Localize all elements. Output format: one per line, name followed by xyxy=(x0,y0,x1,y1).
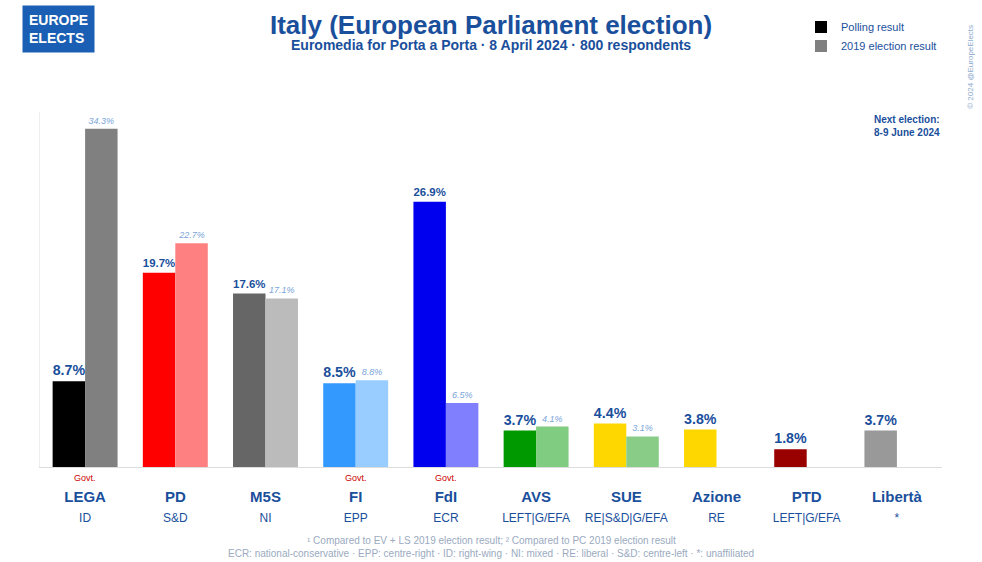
svg-text:Next election:8-9 June 2024: Next election:8-9 June 2024 xyxy=(874,114,940,138)
svg-text:8.8%: 8.8% xyxy=(362,367,383,377)
svg-text:Govt.: Govt. xyxy=(435,473,457,483)
svg-text:© 2024 @EuropeElects: © 2024 @EuropeElects xyxy=(966,25,975,109)
svg-text:PDS&D: PDS&D xyxy=(163,488,188,525)
svg-text:2019 election result: 2019 election result xyxy=(841,40,936,52)
svg-text:1.8%: 1.8% xyxy=(774,430,807,446)
svg-text:Italy (European Parliament ele: Italy (European Parliament election) xyxy=(270,10,712,40)
svg-text:4.1%: 4.1% xyxy=(542,414,563,424)
svg-text:Libertà*: Libertà* xyxy=(872,488,923,525)
svg-text:SUERE|S&D|G/EFA: SUERE|S&D|G/EFA xyxy=(585,488,668,525)
svg-text:22.7%: 22.7% xyxy=(178,230,205,240)
svg-text:Euromedia for Porta a Porta ·: Euromedia for Porta a Porta · 8 April 20… xyxy=(291,37,691,53)
svg-text:34.3%: 34.3% xyxy=(89,116,115,126)
svg-text:FIEPP: FIEPP xyxy=(344,488,368,525)
svg-text:19.7%: 19.7% xyxy=(143,257,175,269)
svg-text:17.1%: 17.1% xyxy=(269,285,295,295)
svg-text:FdIECR: FdIECR xyxy=(433,488,459,525)
svg-text:3.1%: 3.1% xyxy=(632,423,653,433)
svg-text:4.4%: 4.4% xyxy=(594,405,627,421)
svg-text:17.6%: 17.6% xyxy=(233,278,265,290)
svg-text:EUROPEELECTS: EUROPEELECTS xyxy=(29,12,88,46)
svg-text:AVSLEFT|G/EFA: AVSLEFT|G/EFA xyxy=(502,488,570,525)
svg-text:Govt.: Govt. xyxy=(345,473,367,483)
svg-text:Polling result: Polling result xyxy=(841,21,904,33)
svg-text:3.7%: 3.7% xyxy=(864,412,897,428)
svg-text:8.5%: 8.5% xyxy=(323,364,356,380)
svg-text:M5SNI: M5SNI xyxy=(250,488,281,525)
svg-text:26.9%: 26.9% xyxy=(413,186,445,198)
svg-text:3.8%: 3.8% xyxy=(684,411,717,427)
svg-text:¹ Compared to EV + LS 2019 ele: ¹ Compared to EV + LS 2019 election resu… xyxy=(307,535,676,546)
svg-text:6.5%: 6.5% xyxy=(452,390,473,400)
svg-text:3.7%: 3.7% xyxy=(504,412,537,428)
svg-text:ECR: national-conservative · E: ECR: national-conservative · EPP: centre… xyxy=(228,548,754,559)
svg-text:LEGAID: LEGAID xyxy=(64,488,106,525)
svg-text:Govt.: Govt. xyxy=(74,473,96,483)
svg-text:AzioneRE: AzioneRE xyxy=(692,488,741,525)
svg-text:8.7%: 8.7% xyxy=(53,362,86,378)
svg-text:PTDLEFT|G/EFA: PTDLEFT|G/EFA xyxy=(773,488,841,525)
